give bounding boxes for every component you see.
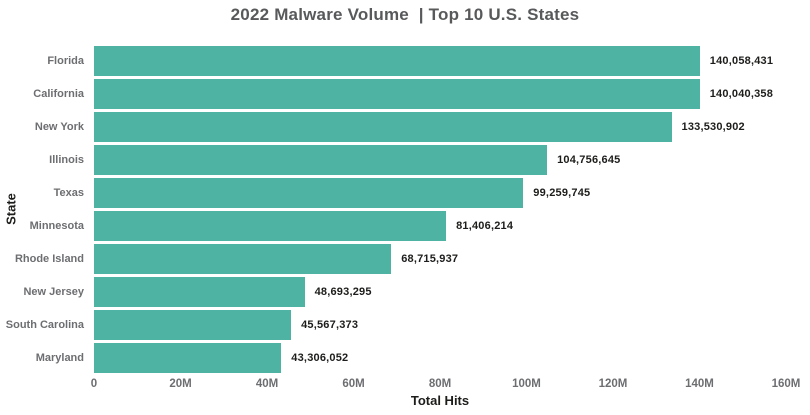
category-label: Rhode Island <box>14 253 84 265</box>
x-tick-label: 80M <box>428 378 452 390</box>
x-tick-label: 0 <box>90 378 98 390</box>
category-label: New York <box>34 121 84 133</box>
bar-row: South Carolina 45,567,373 <box>6 310 786 340</box>
category-label: New Jersey <box>23 286 84 298</box>
category-label: Texas <box>53 187 84 199</box>
bar-row: New Jersey 48,693,295 <box>23 277 786 307</box>
x-tick-label: 140M <box>685 378 714 390</box>
bar-row: Minnesota 81,406,214 <box>30 211 786 241</box>
category-label: South Carolina <box>5 319 84 331</box>
value-label: 43,306,052 <box>291 352 349 364</box>
chart-title: 2022 Malware Volume | Top 10 U.S. States <box>230 5 580 24</box>
x-axis: 0 20M 40M 60M 80M 100M 120M 140M 160M <box>90 378 801 393</box>
bar-row: Rhode Island 68,715,937 <box>15 244 786 274</box>
bar-row: Texas 99,259,745 <box>54 178 786 208</box>
bar <box>94 310 292 340</box>
category-label: California <box>33 88 84 100</box>
value-label: 99,259,745 <box>533 187 591 199</box>
value-label: 140,058,431 <box>709 55 774 67</box>
bar <box>94 277 305 307</box>
value-label: 104,756,645 <box>557 154 621 166</box>
value-label: 133,530,902 <box>681 121 745 133</box>
bar-row: New York 133,530,902 <box>35 112 786 142</box>
value-label: 68,715,937 <box>401 253 459 265</box>
category-label: Florida <box>47 55 84 67</box>
bar <box>94 46 700 76</box>
bar <box>94 343 282 373</box>
x-tick-label: 120M <box>598 378 628 390</box>
x-axis-title: Total Hits <box>410 393 470 408</box>
bar-row: Florida 140,058,431 <box>47 46 786 76</box>
x-tick-label: 160M <box>771 378 801 390</box>
value-label: 48,693,295 <box>314 286 372 298</box>
bar <box>94 244 392 274</box>
x-tick-label: 40M <box>255 378 279 390</box>
plot-area: Florida 140,058,431 California 140,040,358 N… <box>6 46 786 373</box>
bar <box>94 145 548 175</box>
x-tick-label: 20M <box>169 378 192 390</box>
category-label: Minnesota <box>29 220 84 232</box>
bar <box>94 79 700 109</box>
value-label: 81,406,214 <box>456 220 514 232</box>
bar <box>94 211 447 241</box>
bar <box>94 178 524 208</box>
category-label: Illinois <box>49 154 84 166</box>
bar-row: Maryland 43,306,052 <box>36 343 786 373</box>
bar-row: California 140,040,358 <box>33 79 786 109</box>
x-tick-label: 100M <box>512 378 541 390</box>
x-tick-label: 60M <box>342 378 365 390</box>
value-label: 45,567,373 <box>301 319 359 331</box>
value-label: 140,040,358 <box>709 88 774 100</box>
bar <box>94 112 672 142</box>
bar-row: Illinois 104,756,645 <box>49 145 786 175</box>
category-label: Maryland <box>35 352 84 364</box>
